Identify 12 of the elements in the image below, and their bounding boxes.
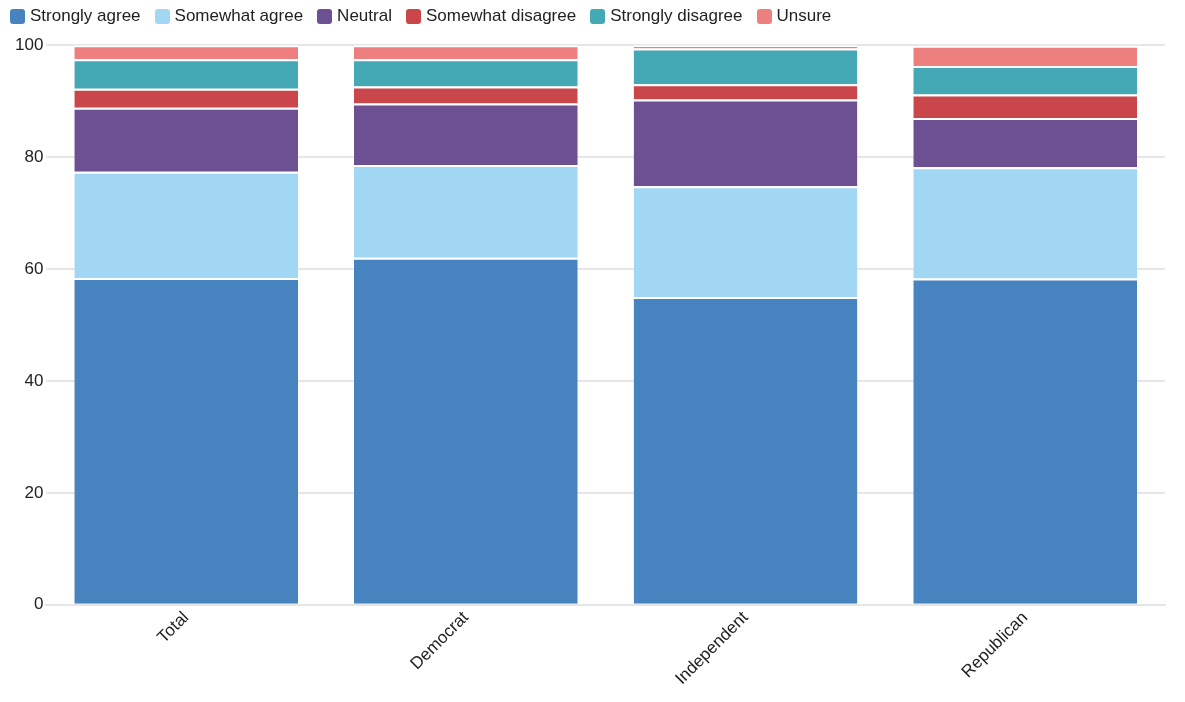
y-tick-label: 0: [33, 594, 44, 614]
y-tick-label: 20: [24, 482, 44, 502]
y-tick-label: 80: [24, 146, 44, 166]
y-tick-label: 40: [24, 370, 44, 390]
legend-label: Unsure: [776, 6, 832, 26]
legend-label: Neutral: [337, 6, 392, 26]
y-tick-label: 60: [24, 258, 44, 278]
y-tick-label: 100: [14, 34, 44, 54]
legend-label: Strongly agree: [30, 6, 141, 26]
legend-label: Somewhat agree: [174, 6, 304, 26]
legend-label: Somewhat disagree: [425, 6, 577, 26]
legend-label: Strongly disagree: [610, 6, 743, 26]
